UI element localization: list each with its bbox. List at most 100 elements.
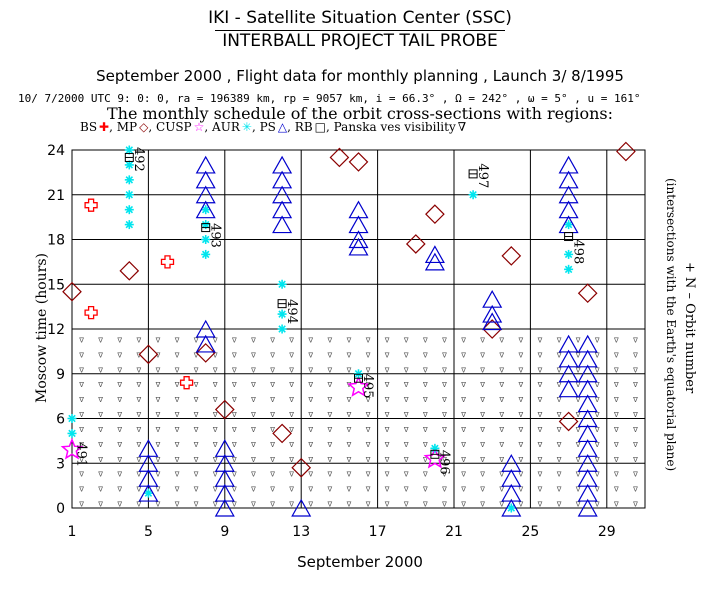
legend-item-ps: PS △, — [259, 120, 291, 134]
visibility-mark: ∇ — [594, 501, 600, 509]
visibility-mark: ∇ — [78, 396, 84, 404]
visibility-mark: ∇ — [403, 441, 409, 449]
visibility-mark: ∇ — [231, 456, 237, 464]
visibility-mark: ∇ — [231, 396, 237, 404]
aur-point — [564, 264, 574, 274]
visibility-mark: ∇ — [556, 441, 562, 449]
visibility-mark: ∇ — [365, 471, 371, 479]
aur-point-stroke — [278, 310, 286, 318]
visibility-mark: ∇ — [116, 486, 122, 494]
visibility-mark: ∇ — [479, 486, 485, 494]
visibility-mark: ∇ — [441, 366, 447, 374]
visibility-mark: ∇ — [97, 336, 103, 344]
visibility-mark: ∇ — [212, 411, 218, 419]
visibility-mark: ∇ — [479, 351, 485, 359]
visibility-mark: ∇ — [594, 426, 600, 434]
orbit-number-label: 492 — [131, 147, 146, 172]
x-tick-label: 5 — [144, 524, 153, 540]
visibility-mark: ∇ — [556, 456, 562, 464]
legend-item-rb: RB □, — [294, 120, 330, 134]
visibility-mark: ∇ — [613, 501, 619, 509]
visibility-mark: ∇ — [155, 411, 161, 419]
visibility-mark: ∇ — [365, 456, 371, 464]
orbit-number-label: 497 — [475, 163, 490, 188]
visibility-mark: ∇ — [327, 501, 333, 509]
visibility-mark: ∇ — [575, 501, 581, 509]
visibility-mark: ∇ — [403, 336, 409, 344]
visibility-mark: ∇ — [632, 501, 638, 509]
visibility-mark: ∇ — [269, 501, 275, 509]
x-tick-label: 21 — [445, 524, 463, 540]
y-tick-label: 0 — [56, 501, 65, 517]
visibility-mark: ∇ — [632, 351, 638, 359]
visibility-mark: ∇ — [403, 501, 409, 509]
visibility-mark: ∇ — [250, 396, 256, 404]
visibility-mark: ∇ — [575, 456, 581, 464]
visibility-mark: ∇ — [97, 456, 103, 464]
visibility-mark: ∇ — [613, 456, 619, 464]
visibility-mark: ∇ — [231, 336, 237, 344]
visibility-mark: ∇ — [193, 501, 199, 509]
visibility-mark: ∇ — [307, 366, 313, 374]
visibility-mark: ∇ — [288, 441, 294, 449]
orbit-number-label: 493 — [207, 223, 222, 248]
visibility-mark: ∇ — [288, 501, 294, 509]
visibility-mark: ∇ — [575, 426, 581, 434]
visibility-mark: ∇ — [518, 396, 524, 404]
visibility-mark: ∇ — [250, 426, 256, 434]
aur-point-stroke — [68, 414, 76, 423]
visibility-mark: ∇ — [460, 351, 466, 359]
visibility-mark: ∇ — [269, 381, 275, 389]
mp-point — [405, 234, 426, 254]
visibility-mark: ∇ — [441, 441, 447, 449]
visibility-mark: ∇ — [384, 381, 390, 389]
visibility-mark: ∇ — [556, 486, 562, 494]
visibility-mark: ∇ — [136, 486, 142, 494]
visibility-mark: ∇ — [518, 426, 524, 434]
visibility-mark: ∇ — [269, 486, 275, 494]
mp-point — [291, 457, 312, 478]
visibility-mark: ∇ — [384, 396, 390, 404]
visibility-mark: ∇ — [136, 336, 142, 344]
aur-point — [277, 279, 287, 289]
visibility-mark: ∇ — [116, 411, 122, 419]
ps-point — [558, 170, 579, 189]
aur-point — [564, 249, 574, 259]
visibility-mark: ∇ — [537, 351, 543, 359]
ps-point — [291, 498, 312, 517]
visibility-mark: ∇ — [594, 411, 600, 419]
visibility-mark: ∇ — [136, 381, 142, 389]
bs-point — [84, 198, 98, 212]
visibility-mark: ∇ — [155, 396, 161, 404]
visibility-mark: ∇ — [327, 441, 333, 449]
visibility-mark: ∇ — [212, 501, 218, 509]
visibility-mark: ∇ — [78, 471, 84, 479]
y-tick-label: 15 — [47, 277, 65, 293]
visibility-mark: ∇ — [422, 441, 428, 449]
visibility-mark: ∇ — [460, 366, 466, 374]
plot-frame — [71, 149, 646, 509]
visibility-mark: ∇ — [116, 501, 122, 509]
visibility-mark: ∇ — [613, 471, 619, 479]
visibility-mark: ∇ — [537, 411, 543, 419]
visibility-mark: ∇ — [632, 471, 638, 479]
visibility-mark: ∇ — [594, 336, 600, 344]
mp-point — [195, 343, 216, 363]
visibility-mark: ∇ — [441, 351, 447, 359]
ps-point — [138, 483, 159, 502]
aur-point — [201, 249, 211, 259]
visibility-mark: ∇ — [231, 351, 237, 359]
visibility-mark: ∇ — [365, 501, 371, 509]
visibility-mark: ∇ — [269, 471, 275, 479]
visibility-mark: ∇ — [613, 351, 619, 359]
header-flight-info: September 2000 , Flight data for monthly… — [96, 67, 624, 85]
visibility-mark: ∇ — [327, 426, 333, 434]
visibility-mark: ∇ — [155, 381, 161, 389]
visibility-mark: ∇ — [174, 381, 180, 389]
aur-point-stroke — [201, 250, 210, 259]
visibility-mark: ∇ — [479, 471, 485, 479]
visibility-mark: ∇ — [460, 336, 466, 344]
visibility-mark: ∇ — [78, 411, 84, 419]
visibility-mark: ∇ — [537, 396, 543, 404]
